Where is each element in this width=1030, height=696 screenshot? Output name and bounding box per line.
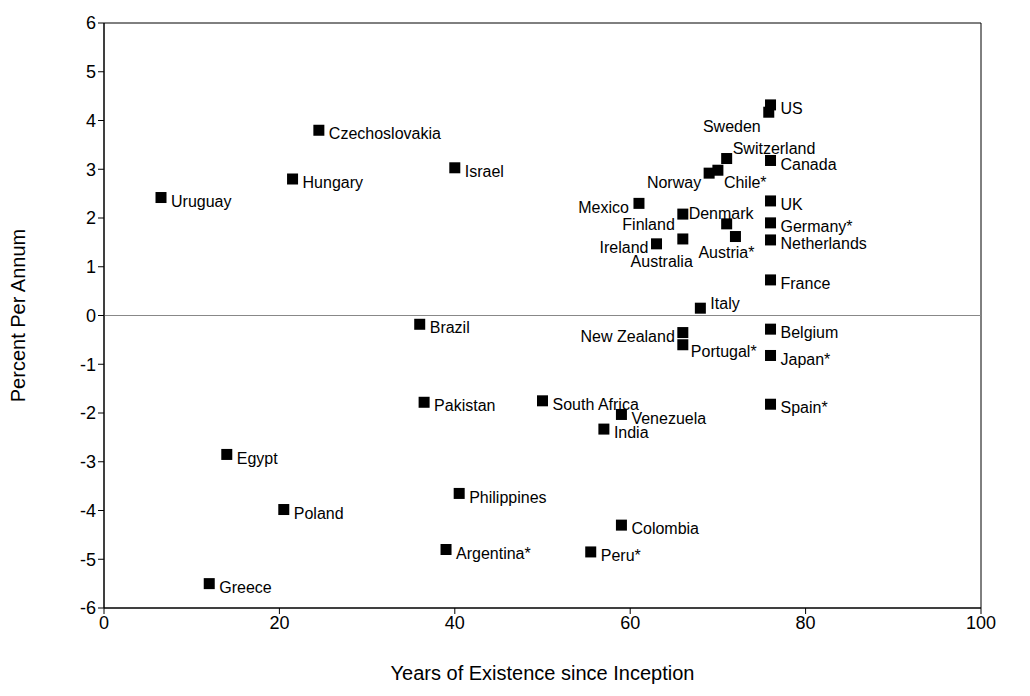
svg-text:3: 3 <box>86 160 96 180</box>
svg-text:Mexico: Mexico <box>578 199 629 216</box>
svg-text:5: 5 <box>86 62 96 82</box>
svg-text:0: 0 <box>86 306 96 326</box>
svg-text:Denmark: Denmark <box>689 205 755 222</box>
svg-text:60: 60 <box>620 613 640 633</box>
svg-text:India: India <box>614 424 649 441</box>
svg-text:Venezuela: Venezuela <box>631 409 707 427</box>
svg-text:Spain*: Spain* <box>781 399 828 416</box>
svg-text:Ireland: Ireland <box>599 239 649 257</box>
svg-text:4: 4 <box>86 111 96 131</box>
svg-text:-5: -5 <box>80 550 96 570</box>
svg-text:6: 6 <box>86 13 96 33</box>
svg-text:Peru*: Peru* <box>601 547 641 564</box>
svg-text:Israel: Israel <box>465 163 504 180</box>
svg-text:Austria*: Austria* <box>698 244 754 261</box>
svg-text:Philippines: Philippines <box>469 489 546 506</box>
svg-text:Greece: Greece <box>219 579 272 596</box>
svg-text:2: 2 <box>86 208 96 228</box>
svg-text:Colombia: Colombia <box>631 520 699 537</box>
svg-text:100: 100 <box>966 613 996 633</box>
svg-text:Argentina*: Argentina* <box>456 545 531 562</box>
svg-text:20: 20 <box>269 613 289 633</box>
svg-text:-2: -2 <box>80 403 96 423</box>
svg-text:Portugal*: Portugal* <box>691 343 757 360</box>
svg-text:Germany*: Germany* <box>781 218 853 235</box>
svg-text:Years of Existence since Incep: Years of Existence since Inception <box>391 662 695 684</box>
svg-text:Pakistan: Pakistan <box>434 397 495 414</box>
svg-text:80: 80 <box>796 613 816 633</box>
svg-text:Netherlands: Netherlands <box>781 235 867 252</box>
svg-text:Finland: Finland <box>622 216 674 233</box>
svg-text:Italy: Italy <box>710 295 739 312</box>
svg-text:Australia: Australia <box>631 253 693 270</box>
svg-text:Sweden: Sweden <box>703 118 761 135</box>
svg-text:Uruguay: Uruguay <box>171 193 231 210</box>
svg-text:US: US <box>781 100 803 117</box>
svg-text:Brazil: Brazil <box>430 319 470 336</box>
svg-text:-6: -6 <box>80 598 96 618</box>
svg-text:Norway: Norway <box>647 174 701 191</box>
svg-text:Czechoslovakia: Czechoslovakia <box>329 125 441 142</box>
svg-text:0: 0 <box>99 613 109 633</box>
svg-text:France: France <box>781 275 831 292</box>
svg-text:Poland: Poland <box>294 505 344 522</box>
svg-text:Chile*: Chile* <box>724 174 767 191</box>
svg-text:-4: -4 <box>80 501 96 521</box>
svg-text:UK: UK <box>781 196 804 213</box>
svg-text:New Zealand: New Zealand <box>581 328 675 345</box>
svg-text:-1: -1 <box>80 355 96 375</box>
svg-text:Percent Per Annum: Percent Per Annum <box>8 229 29 402</box>
svg-text:40: 40 <box>445 613 465 633</box>
svg-text:Japan*: Japan* <box>781 351 831 368</box>
svg-text:Egypt: Egypt <box>237 450 278 467</box>
svg-text:South Africa: South Africa <box>552 396 639 413</box>
svg-text:Switzerland: Switzerland <box>733 140 816 157</box>
svg-text:1: 1 <box>86 257 96 277</box>
svg-text:-3: -3 <box>80 452 96 472</box>
svg-text:Hungary: Hungary <box>303 174 363 191</box>
svg-text:Belgium: Belgium <box>781 324 839 341</box>
svg-text:Canada: Canada <box>781 156 837 173</box>
